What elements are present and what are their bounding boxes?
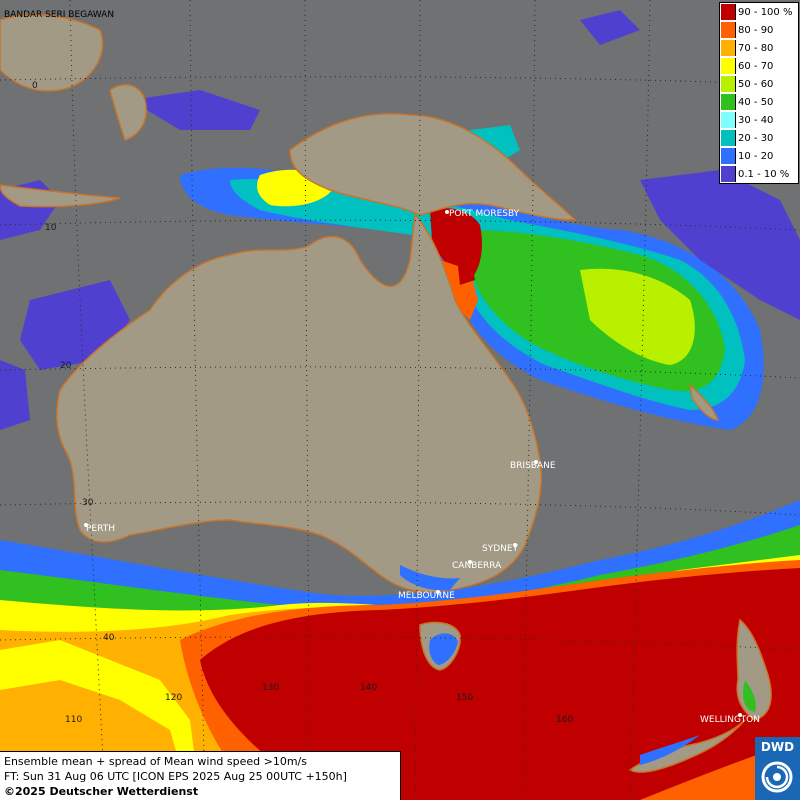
- legend-swatch: [721, 94, 736, 110]
- legend-item: 70 - 80: [720, 39, 798, 57]
- legend-label: 50 - 60: [738, 78, 774, 90]
- legend-label: 60 - 70: [738, 60, 774, 72]
- lon-label-120: 120: [165, 693, 182, 703]
- legend-item: 60 - 70: [720, 57, 798, 75]
- lat-label-0: 0: [32, 81, 38, 91]
- city-port-moresby: PORT MORESBY: [449, 209, 520, 219]
- dwd-logo-text: DWD: [760, 740, 795, 754]
- legend-swatch: [721, 22, 736, 38]
- lon-label-160: 160: [556, 715, 573, 725]
- info-box: Ensemble mean + spread of Mean wind spee…: [0, 751, 401, 800]
- city-bandar-seri-begawan: BANDAR SERI BEGAWAN: [4, 10, 114, 20]
- lon-label-110: 110: [65, 715, 82, 725]
- product-description: Ensemble mean + spread of Mean wind spee…: [4, 755, 307, 768]
- longitude-labels: 110 120 130 140 150 160: [65, 683, 573, 725]
- legend-label: 20 - 30: [738, 132, 774, 144]
- city-brisbane: BRISBANE: [510, 461, 556, 471]
- legend-swatch: [721, 58, 736, 74]
- legend-swatch: [721, 40, 736, 56]
- new-caledonia-landmass: [688, 382, 720, 421]
- lon-label-140: 140: [360, 683, 377, 693]
- legend-label: 90 - 100 %: [738, 6, 793, 18]
- copyright: ©2025 Deutscher Wetterdienst: [4, 785, 199, 798]
- legend-label: 40 - 50: [738, 96, 774, 108]
- city-labels: BANDAR SERI BEGAWAN PORT MORESBY BRISBAN…: [4, 10, 760, 725]
- legend-item: 10 - 20: [720, 147, 798, 165]
- legend-item: 80 - 90: [720, 21, 798, 39]
- legend-label: 80 - 90: [738, 24, 774, 36]
- legend-item: 0.1 - 10 %: [720, 165, 798, 183]
- lat-label-10: 10: [45, 223, 57, 233]
- city-perth: PERTH: [86, 524, 115, 534]
- city-canberra: CANBERRA: [452, 561, 502, 571]
- lat-label-20: 20: [60, 361, 72, 371]
- forecast-time: FT: Sun 31 Aug 06 UTC [ICON EPS 2025 Aug…: [4, 770, 347, 783]
- legend-label: 30 - 40: [738, 114, 774, 126]
- lat-label-30: 30: [82, 498, 94, 508]
- java-landmass: [0, 184, 121, 208]
- northern-wind-band: [180, 125, 764, 430]
- sulawesi-landmass: [109, 84, 147, 141]
- city-markers: [84, 210, 742, 717]
- legend-label: 70 - 80: [738, 42, 774, 54]
- borneo-landmass: [0, 14, 104, 92]
- legend: 90 - 100 % 80 - 90 70 - 80 60 - 70 50 - 60 40…: [719, 2, 799, 184]
- legend-item: 40 - 50: [720, 93, 798, 111]
- new-guinea-landmass: [289, 113, 577, 221]
- legend-swatch: [721, 76, 736, 92]
- legend-label: 10 - 20: [738, 150, 774, 162]
- legend-swatch: [721, 112, 736, 128]
- dwd-logo: DWD: [755, 737, 800, 800]
- legend-label: 0.1 - 10 %: [738, 168, 790, 180]
- lon-label-150: 150: [456, 693, 473, 703]
- legend-swatch: [721, 166, 736, 182]
- new-zealand-south-landmass: [628, 719, 746, 773]
- land-overlays: [400, 240, 756, 765]
- dwd-swirl-icon: [761, 761, 793, 793]
- lat-label-40: 40: [103, 633, 115, 643]
- latitude-labels: 0 10 20 30 40: [32, 81, 115, 643]
- city-melbourne: MELBOURNE: [398, 591, 455, 601]
- legend-item: 50 - 60: [720, 75, 798, 93]
- legend-swatch: [721, 130, 736, 146]
- legend-item: 90 - 100 %: [720, 3, 798, 21]
- city-sydney: SYDNEY: [482, 544, 519, 554]
- legend-swatch: [721, 148, 736, 164]
- legend-item: 20 - 30: [720, 129, 798, 147]
- legend-item: 30 - 40: [720, 111, 798, 129]
- lon-label-130: 130: [262, 683, 279, 693]
- australia-landmass: [55, 213, 543, 593]
- legend-swatch: [721, 4, 736, 20]
- city-wellington: WELLINGTON: [700, 715, 760, 725]
